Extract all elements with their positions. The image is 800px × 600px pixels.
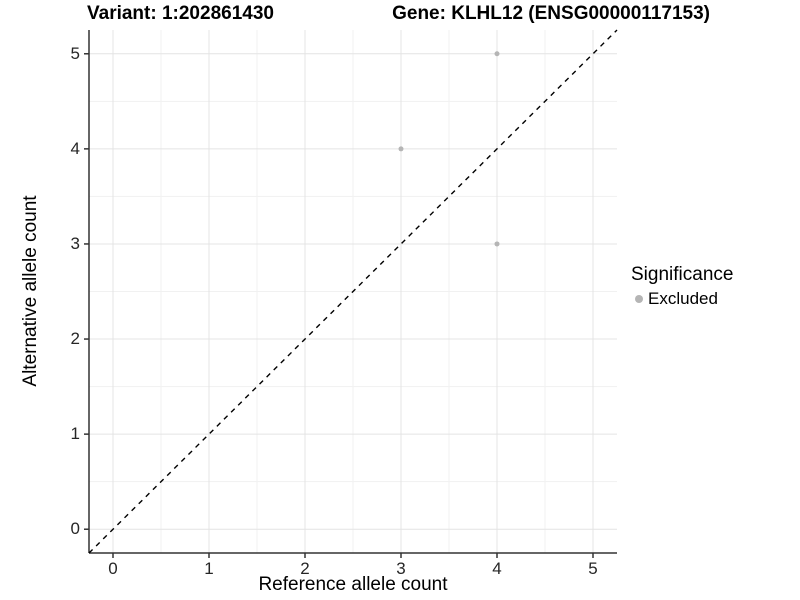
x-tick-label: 5 [588, 559, 598, 578]
x-tick-label: 0 [108, 559, 118, 578]
variant-title: Variant: 1:202861430 [87, 3, 274, 24]
x-tick-label: 2 [300, 559, 310, 578]
x-axis-title: Reference allele count [258, 574, 448, 595]
data-point [494, 241, 500, 247]
data-point [494, 51, 500, 57]
y-tick-label: 1 [70, 424, 80, 444]
data-point [398, 146, 404, 152]
plot-panel [84, 29, 618, 558]
excluded-point-icon [635, 295, 643, 303]
identity-line [88, 29, 618, 554]
legend-entry-excluded: Excluded [631, 289, 733, 309]
y-tick-label: 0 [70, 519, 80, 539]
legend-title: Significance [631, 264, 734, 285]
x-tick-label: 1 [204, 559, 214, 578]
y-tick-label: 5 [70, 43, 80, 63]
x-tick-label: 4 [492, 559, 502, 578]
gene-title: Gene: KLHL12 (ENSG00000117153) [392, 3, 710, 24]
legend-entry-label: Excluded [648, 289, 718, 308]
y-tick-label: 4 [70, 138, 80, 158]
y-tick-label: 2 [70, 329, 80, 349]
y-tick-label: 3 [70, 233, 80, 253]
legend: Significance Excluded [631, 264, 733, 309]
y-axis-title: Alternative allele count [20, 195, 41, 387]
x-tick-label: 3 [396, 559, 406, 578]
